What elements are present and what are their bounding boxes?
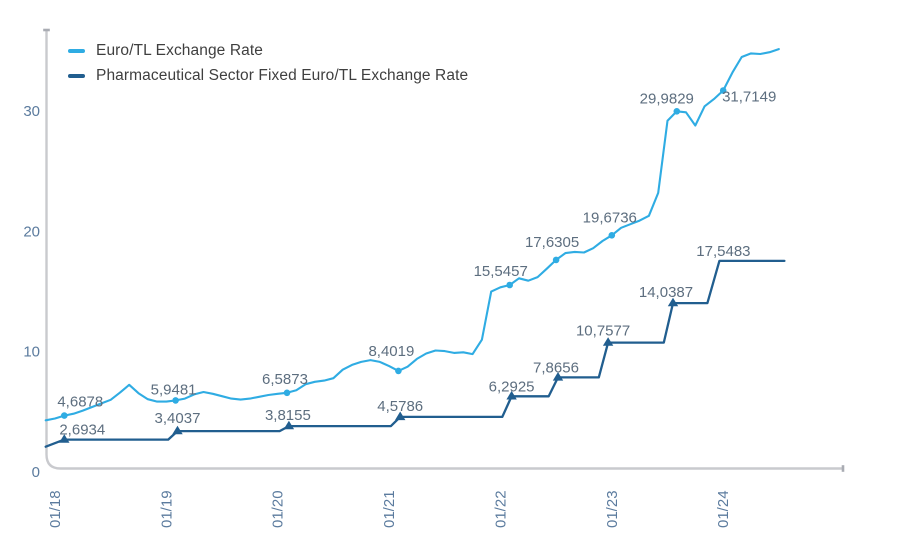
euro-point-marker [673,108,681,115]
euro-point-marker [172,397,179,404]
legend: Euro/TL Exchange Rate Pharmaceutical Sec… [68,38,468,89]
axis-frame [45,30,843,470]
pharma-step-marker [59,434,70,443]
data-label: 6,2925 [489,378,535,395]
x-axis-tick-label: 01/24 [715,490,732,528]
pharma-step-marker [283,420,295,430]
data-label: 7,8656 [533,359,579,376]
data-label: 29,9829 [640,90,694,107]
data-label: 3,8155 [265,407,311,424]
data-label: 5,9481 [151,381,197,398]
data-label: 31,7149 [722,89,776,106]
euro-point-marker [283,389,291,397]
pharma-step-marker [602,337,614,346]
x-axis-tick-label: 01/18 [47,490,64,528]
y-axis-tick-label: 20 [23,223,40,240]
pharma-step-marker [172,425,183,435]
data-label: 14,0387 [639,284,693,301]
euro-point-marker [608,232,616,239]
y-axis-tick-label: 10 [23,344,40,361]
euro-tl-line [44,48,780,422]
pharma-step-marker [667,297,679,307]
legend-swatch-pharma-fixed-line [68,74,85,79]
data-label: 2,6934 [59,422,105,439]
data-label: 4,5786 [377,398,423,415]
data-label: 17,6305 [525,234,579,251]
data-label: 17,5483 [696,243,750,260]
x-axis-tick-label: 01/23 [604,490,621,528]
x-axis-tick-label: 01/22 [492,490,509,528]
x-axis-tick-label: 01/19 [158,490,175,528]
euro-point-marker [506,281,513,289]
y-axis-tick-label: 0 [32,464,40,481]
y-axis-tick-label: 30 [23,103,40,120]
legend-swatch-euro-tl-line [68,48,85,53]
legend-item-pharma-fixed: Pharmaceutical Sector Fixed Euro/TL Exch… [68,64,468,90]
x-axis-tick-label: 01/21 [381,490,398,528]
data-label: 3,4037 [155,410,201,427]
legend-item-euro-tl: Euro/TL Exchange Rate [68,38,468,64]
legend-label-pharma-fixed: Pharmaceutical Sector Fixed Euro/TL Exch… [96,67,469,85]
data-label: 4,6878 [57,394,103,411]
pharma-step-marker [552,372,564,381]
euro-point-marker [395,367,402,375]
data-label: 8,4019 [368,343,414,360]
legend-label-euro-tl: Euro/TL Exchange Rate [96,41,263,59]
x-axis-tick-label: 01/20 [270,490,287,528]
pharma-step-marker [506,390,517,400]
euro-point-marker [719,87,727,94]
pharma-step-marker [395,411,406,421]
euro-point-marker [552,256,560,264]
data-label: 19,6736 [583,209,637,226]
data-label: 6,5873 [262,371,308,388]
data-label: 10,7577 [576,323,630,340]
euro-point-marker [61,412,68,419]
data-label: 15,5457 [474,263,528,280]
